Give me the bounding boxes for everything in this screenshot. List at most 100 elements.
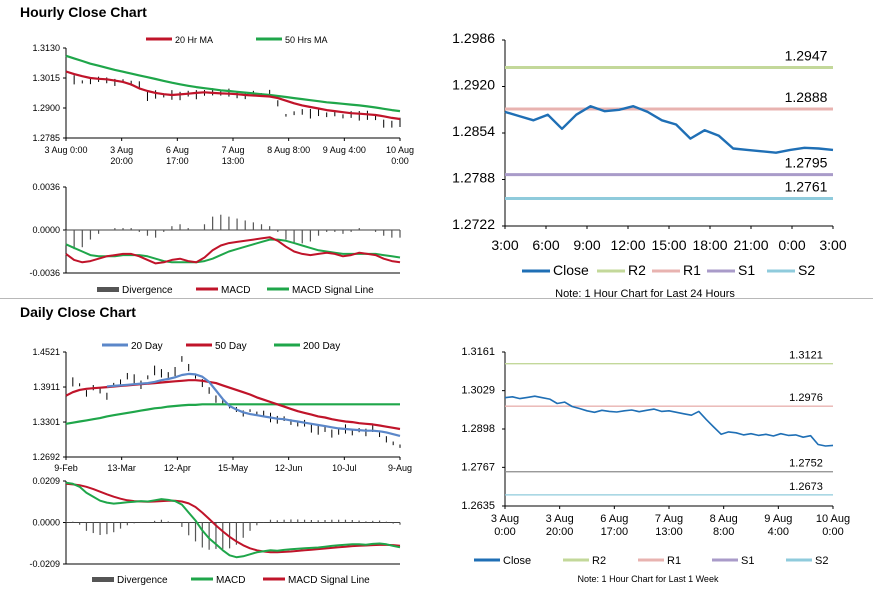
weekly-x-tick-label: 9 Aug 4:00 — [764, 513, 792, 538]
hourly-price-x-tick-label: 7 Aug 13:00 — [221, 145, 244, 166]
weekly-legend-s1-label: S1 — [741, 555, 754, 567]
daily-20day-line — [106, 372, 401, 437]
hourly-price-x-tick-label: 3 Aug 20:00 — [110, 145, 133, 166]
weekly-y-tick-label: 1.2635 — [461, 500, 495, 512]
daily-price-x-tick-label: 9-Feb — [54, 463, 78, 473]
daily-price-y-tick-label: 1.3301 — [32, 417, 60, 427]
hourly-price-x-tick-label: 8 Aug 8:00 — [267, 145, 310, 155]
weekly-level-label-s2: 1.2673 — [789, 481, 823, 493]
hourly-macd-legend-macd-label: MACD — [221, 285, 250, 296]
daily-macd-signal-line — [65, 482, 401, 554]
hourly24-y-tick-label: 1.2986 — [452, 30, 495, 46]
weekly-legend-r1-label: R1 — [667, 555, 681, 567]
daily-legend-50day-label: 50 Day — [215, 341, 247, 352]
daily-price-x-tick-label: 9-Aug — [388, 463, 412, 473]
daily-price-y-tick-label: 1.2692 — [32, 452, 60, 462]
hourly24-x-tick-label: 21:00 — [733, 237, 768, 253]
weekly-x-tick-label: 10 Aug 0:00 — [816, 513, 850, 538]
hourly-macd-legend-divergence-swatch — [97, 287, 119, 292]
daily-macd-legend-macd-label: MACD — [216, 575, 245, 586]
daily-price-y-tick-label: 1.3911 — [33, 382, 60, 392]
hourly24-y-tick-label: 1.2854 — [452, 123, 495, 139]
hourly24-legend-s2-label: S2 — [798, 262, 815, 278]
weekly-legend-close-label: Close — [503, 555, 531, 567]
hourly24-x-tick-label: 0:00 — [778, 237, 805, 253]
weekly-y-tick-label: 1.3029 — [461, 385, 495, 397]
hourly-price-x-tick-label: 10 Aug 0:00 — [386, 145, 414, 166]
hourly-price-y-tick-label: 1.3130 — [32, 43, 60, 53]
hourly-price-y-tick-label: 1.3015 — [32, 73, 60, 83]
hourly24-legend-s1-label: S1 — [738, 262, 755, 278]
weekly-level-label-r1: 1.2976 — [789, 392, 823, 404]
hourly-section-title: Hourly Close Chart — [20, 4, 147, 20]
daily-price-x-tick-label: 12-Apr — [164, 463, 191, 473]
hourly-macd-y-tick-label: -0.0036 — [29, 268, 60, 278]
hourly-macd-line — [65, 236, 401, 265]
hourly24-close-line — [504, 104, 834, 154]
hourly24-legend-r2-label: R2 — [628, 262, 646, 278]
weekly-legend-r2-label: R2 — [592, 555, 606, 567]
hourly24-x-tick-label: 9:00 — [573, 237, 600, 253]
hourly-macd-y-tick-label: 0.0036 — [32, 182, 60, 192]
daily-legend-200day-label: 200 Day — [303, 341, 340, 352]
weekly-level-label-r2: 1.3121 — [789, 350, 823, 362]
daily-price-x-tick-label: 12-Jun — [275, 463, 303, 473]
hourly-macd-signal-line — [65, 238, 401, 264]
hourly24-level-label-r2: 1.2947 — [785, 47, 828, 63]
hourly24-x-tick-label: 6:00 — [532, 237, 559, 253]
hourly-price-x-tick-label: 9 Aug 4:00 — [323, 145, 366, 155]
hourly-macd-legend-signal-label: MACD Signal Line — [292, 285, 374, 296]
weekly-x-tick-label: 8 Aug 8:00 — [710, 513, 738, 538]
daily-section-title: Daily Close Chart — [20, 304, 136, 320]
weekly-y-tick-label: 1.2898 — [461, 423, 495, 435]
weekly-x-tick-label: 7 Aug 13:00 — [655, 513, 683, 538]
daily-macd-line — [65, 481, 401, 559]
daily-macd-legend-divergence-swatch — [92, 577, 114, 582]
daily-200day-line — [65, 403, 400, 425]
hourly24-x-tick-label: 15:00 — [651, 237, 686, 253]
hourly-price-y-tick-label: 1.2900 — [32, 103, 60, 113]
daily-macd-legend-signal-label: MACD Signal Line — [288, 575, 370, 586]
section-divider — [0, 298, 873, 299]
weekly-x-tick-label: 3 Aug 20:00 — [546, 513, 574, 538]
hourly24-x-tick-label: 3:00 — [819, 237, 846, 253]
hourly24-level-label-r1: 1.2888 — [785, 89, 828, 105]
hourly-20hr-ma-line — [65, 70, 401, 121]
hourly24-legend-r1-label: R1 — [683, 262, 701, 278]
weekly-x-tick-label: 6 Aug 17:00 — [600, 513, 628, 538]
weekly-note: Note: 1 Hour Chart for Last 1 Week — [578, 574, 719, 584]
hourly-macd-legend-divergence-label: Divergence — [122, 285, 173, 296]
hourly24-note: Note: 1 Hour Chart for Last 24 Hours — [555, 288, 735, 300]
weekly-y-tick-label: 1.2767 — [461, 461, 495, 473]
hourly-50hr-ma-line — [65, 54, 401, 113]
hourly24-y-tick-label: 1.2722 — [452, 216, 495, 232]
weekly-y-tick-label: 1.3161 — [461, 346, 495, 358]
daily-legend-20day-label: 20 Day — [131, 341, 163, 352]
hourly24-level-label-s2: 1.2761 — [785, 179, 828, 195]
daily-macd-y-tick-label: -0.0209 — [29, 559, 60, 569]
hourly24-x-tick-label: 18:00 — [692, 237, 727, 253]
hourly-price-x-tick-label: 6 Aug 17:00 — [166, 145, 189, 166]
daily-price-x-tick-label: 13-Mar — [107, 463, 136, 473]
weekly-legend-s2-label: S2 — [815, 555, 828, 567]
daily-macd-y-tick-label: 0.0209 — [32, 476, 60, 486]
hourly24-y-tick-label: 1.2788 — [452, 170, 495, 186]
weekly-close-line — [504, 395, 834, 447]
weekly-x-tick-label: 3 Aug 0:00 — [491, 513, 519, 538]
hourly24-level-label-s1: 1.2795 — [785, 155, 828, 171]
hourly-legend-50hr-label: 50 Hrs MA — [285, 35, 328, 45]
hourly24-x-tick-label: 12:00 — [610, 237, 645, 253]
daily-price-x-tick-label: 15-May — [218, 463, 249, 473]
daily-price-y-tick-label: 1.4521 — [32, 347, 60, 357]
daily-macd-y-tick-label: 0.0000 — [32, 518, 60, 528]
hourly-price-y-tick-label: 1.2785 — [32, 133, 60, 143]
hourly24-x-tick-label: 3:00 — [491, 237, 518, 253]
hourly24-legend-close-label: Close — [553, 262, 589, 278]
hourly-legend-20hr-label: 20 Hr MA — [175, 35, 213, 45]
hourly-price-x-tick-label: 3 Aug 0:00 — [44, 145, 87, 155]
hourly-macd-y-tick-label: 0.0000 — [32, 225, 60, 235]
hourly24-y-tick-label: 1.2920 — [452, 77, 495, 93]
daily-macd-legend-divergence-label: Divergence — [117, 575, 168, 586]
weekly-level-label-s1: 1.2752 — [789, 458, 823, 470]
